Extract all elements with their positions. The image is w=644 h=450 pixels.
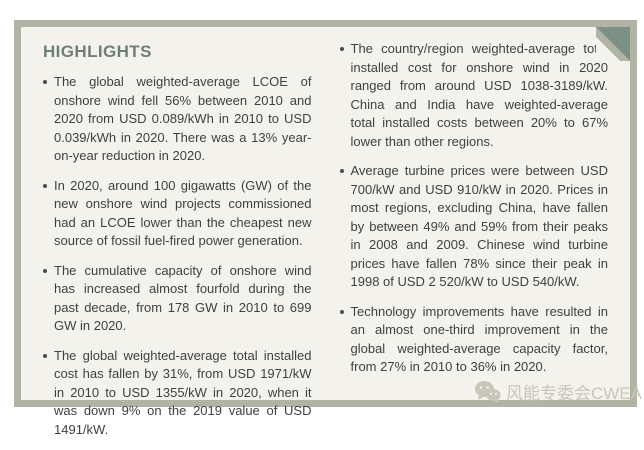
bullet-icon [43, 80, 47, 84]
bullet-text: The global weighted-average total instal… [54, 347, 312, 437]
bullet-text: The global weighted-average LCOE of onsh… [54, 74, 312, 163]
bullet-item: Technology improvements have resulted in… [339, 303, 609, 377]
bullet-text: The country/region weighted-average tota… [350, 41, 609, 149]
page-corner-fold [596, 27, 630, 61]
watermark-label: 风能专委会CWEA [506, 384, 642, 403]
bullet-icon [339, 169, 344, 173]
bullet-text: Average turbine prices were between USD … [350, 163, 609, 289]
two-column-layout: HIGHLIGHTS The global weighted-average L… [21, 27, 630, 450]
bullet-item: In 2020, around 100 gigawatts (GW) of th… [43, 177, 312, 251]
bullet-item: The global weighted-average LCOE of onsh… [43, 73, 312, 166]
bullet-icon [43, 268, 47, 273]
highlights-heading: HIGHLIGHTS [43, 42, 152, 61]
wechat-icon [474, 380, 501, 403]
bullet-item: The cumulative capacity of onshore wind … [43, 262, 312, 336]
right-column: The country/region weighted-average tota… [339, 40, 609, 450]
bullet-item: The country/region weighted-average tota… [339, 40, 609, 151]
highlights-card-inner: HIGHLIGHTS The global weighted-average L… [21, 27, 630, 437]
bullet-text: The cumulative capacity of onshore wind … [54, 262, 312, 334]
bullet-text: In 2020, around 100 gigawatts (GW) of th… [54, 177, 312, 249]
watermark: 风能专委会CWEA [474, 379, 642, 404]
left-column: HIGHLIGHTS The global weighted-average L… [43, 40, 312, 450]
highlights-card: HIGHLIGHTS The global weighted-average L… [14, 20, 637, 437]
bullet-text: Technology improvements have resulted in… [350, 303, 609, 375]
bullet-item: Average turbine prices were between USD … [339, 162, 609, 292]
bullet-icon [43, 353, 47, 358]
bullet-icon [43, 183, 47, 188]
bullet-icon [339, 309, 344, 314]
bullet-icon [339, 47, 344, 51]
bullet-item: The global weighted-average total instal… [43, 347, 312, 440]
